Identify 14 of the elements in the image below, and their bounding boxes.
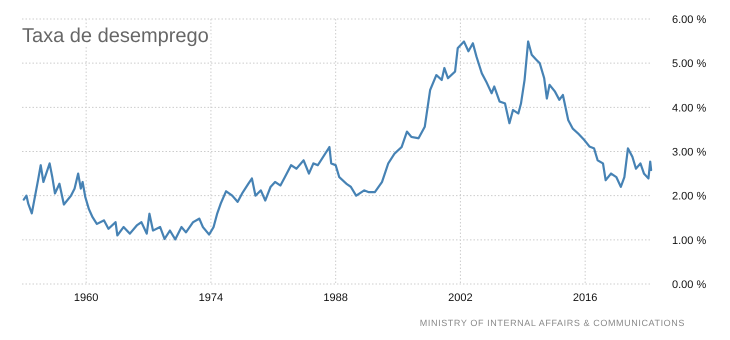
x-tick-label: 1988 [323,292,348,304]
text: MINISTRY OF INTERNAL AFFAIRS & COMMUNICATIONS [420,318,685,328]
x-tick-label: 2002 [448,292,473,304]
y-tick-label: 5.00 % [672,58,706,70]
chart-title: Taxa de desemprego [22,25,209,47]
y-tick-label: 4.00 % [672,102,706,114]
x-tick-label: 2016 [572,292,598,304]
y-tick-label: 1.00 % [672,234,706,247]
y-tick-label: 0.00 % [672,279,706,291]
x-tick-label: 1974 [198,292,224,304]
y-tick-label: 3.00 % [672,146,706,158]
y-tick-label: 2.00 % [672,190,706,203]
x-tick-label: 1960 [74,292,98,304]
y-tick-label: 6.00 % [672,14,706,26]
